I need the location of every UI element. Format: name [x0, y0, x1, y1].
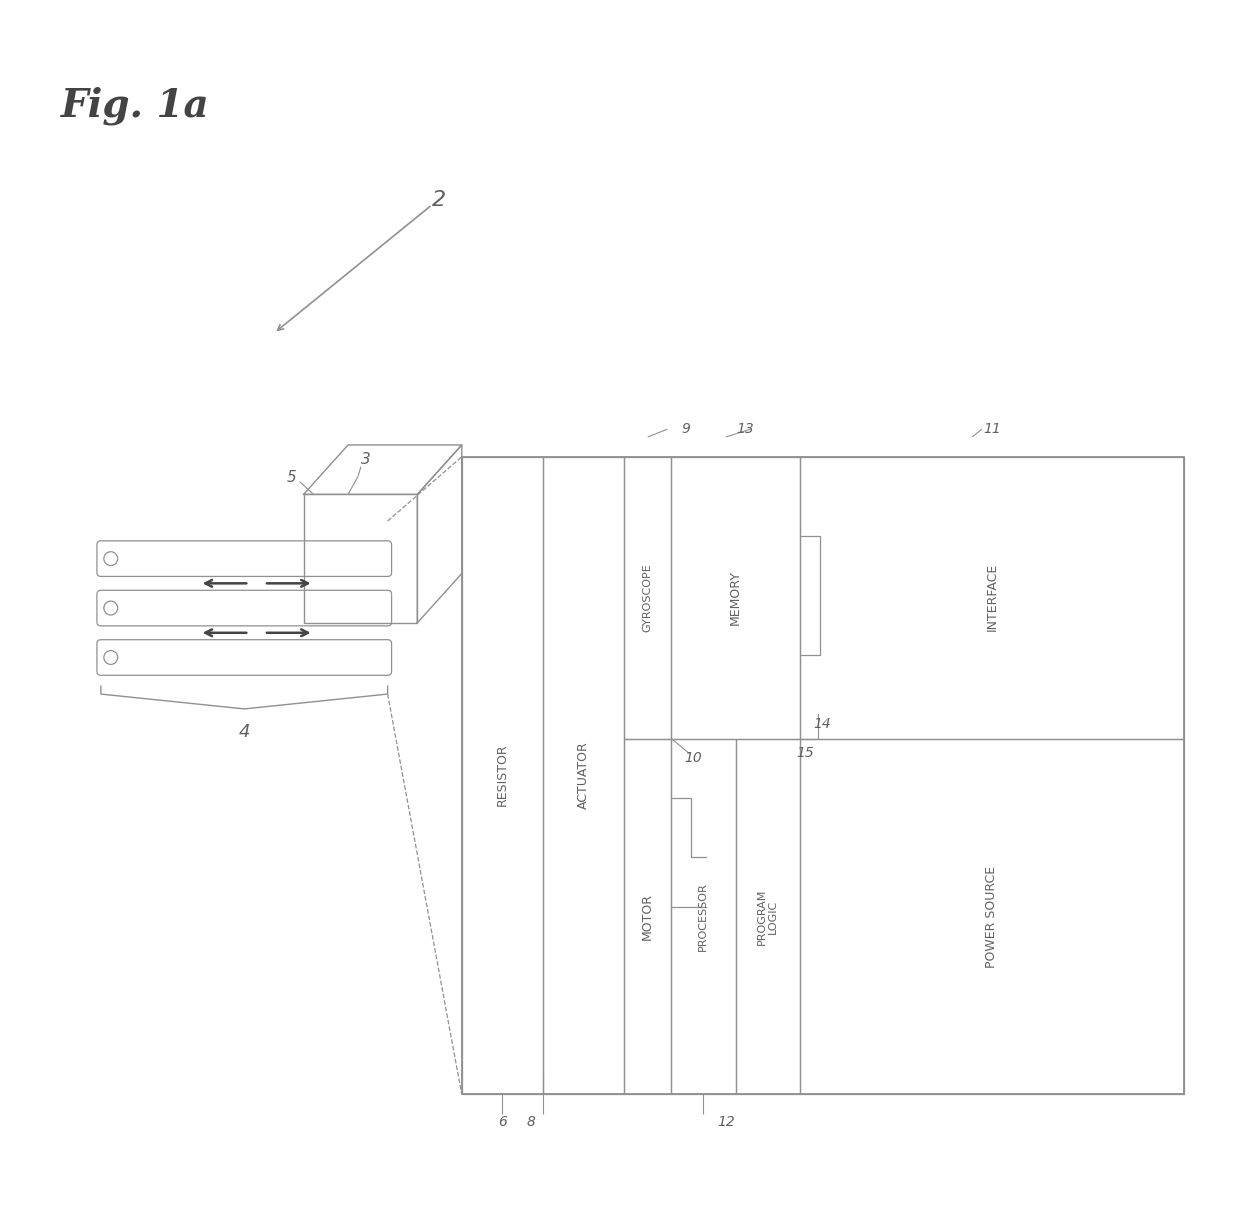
Text: 14: 14 — [813, 717, 831, 731]
Text: ACTUATOR: ACTUATOR — [577, 741, 590, 809]
Text: 15: 15 — [796, 746, 813, 761]
Text: 6: 6 — [498, 1115, 507, 1129]
Text: MEMORY: MEMORY — [729, 569, 743, 625]
Bar — [624, 739, 671, 1094]
Text: 2: 2 — [432, 190, 446, 210]
Text: 11: 11 — [983, 422, 1001, 436]
Bar — [671, 739, 735, 1094]
Bar — [800, 456, 1184, 739]
Text: MOTOR: MOTOR — [641, 893, 655, 940]
Text: 8: 8 — [527, 1115, 536, 1129]
Text: PROCESSOR: PROCESSOR — [698, 882, 708, 951]
Bar — [461, 456, 1184, 1094]
Text: RESISTOR: RESISTOR — [496, 744, 508, 806]
Text: 3: 3 — [361, 453, 371, 467]
Bar — [800, 739, 1184, 1094]
Bar — [671, 456, 800, 739]
Text: GYROSCOPE: GYROSCOPE — [642, 563, 652, 632]
Text: INTERFACE: INTERFACE — [986, 563, 998, 632]
Text: 9: 9 — [682, 422, 691, 436]
Bar — [543, 456, 624, 1094]
Bar — [304, 494, 418, 623]
Text: 4: 4 — [238, 723, 250, 741]
Text: PROGRAM
LOGIC: PROGRAM LOGIC — [756, 888, 779, 945]
Bar — [461, 456, 543, 1094]
Text: 12: 12 — [717, 1115, 734, 1129]
Text: 5: 5 — [286, 470, 296, 485]
Bar — [624, 456, 671, 739]
Text: 10: 10 — [684, 751, 702, 766]
Text: Fig. 1a: Fig. 1a — [61, 86, 210, 124]
Bar — [735, 739, 800, 1094]
Text: 13: 13 — [737, 422, 754, 436]
Text: POWER SOURCE: POWER SOURCE — [986, 865, 998, 968]
